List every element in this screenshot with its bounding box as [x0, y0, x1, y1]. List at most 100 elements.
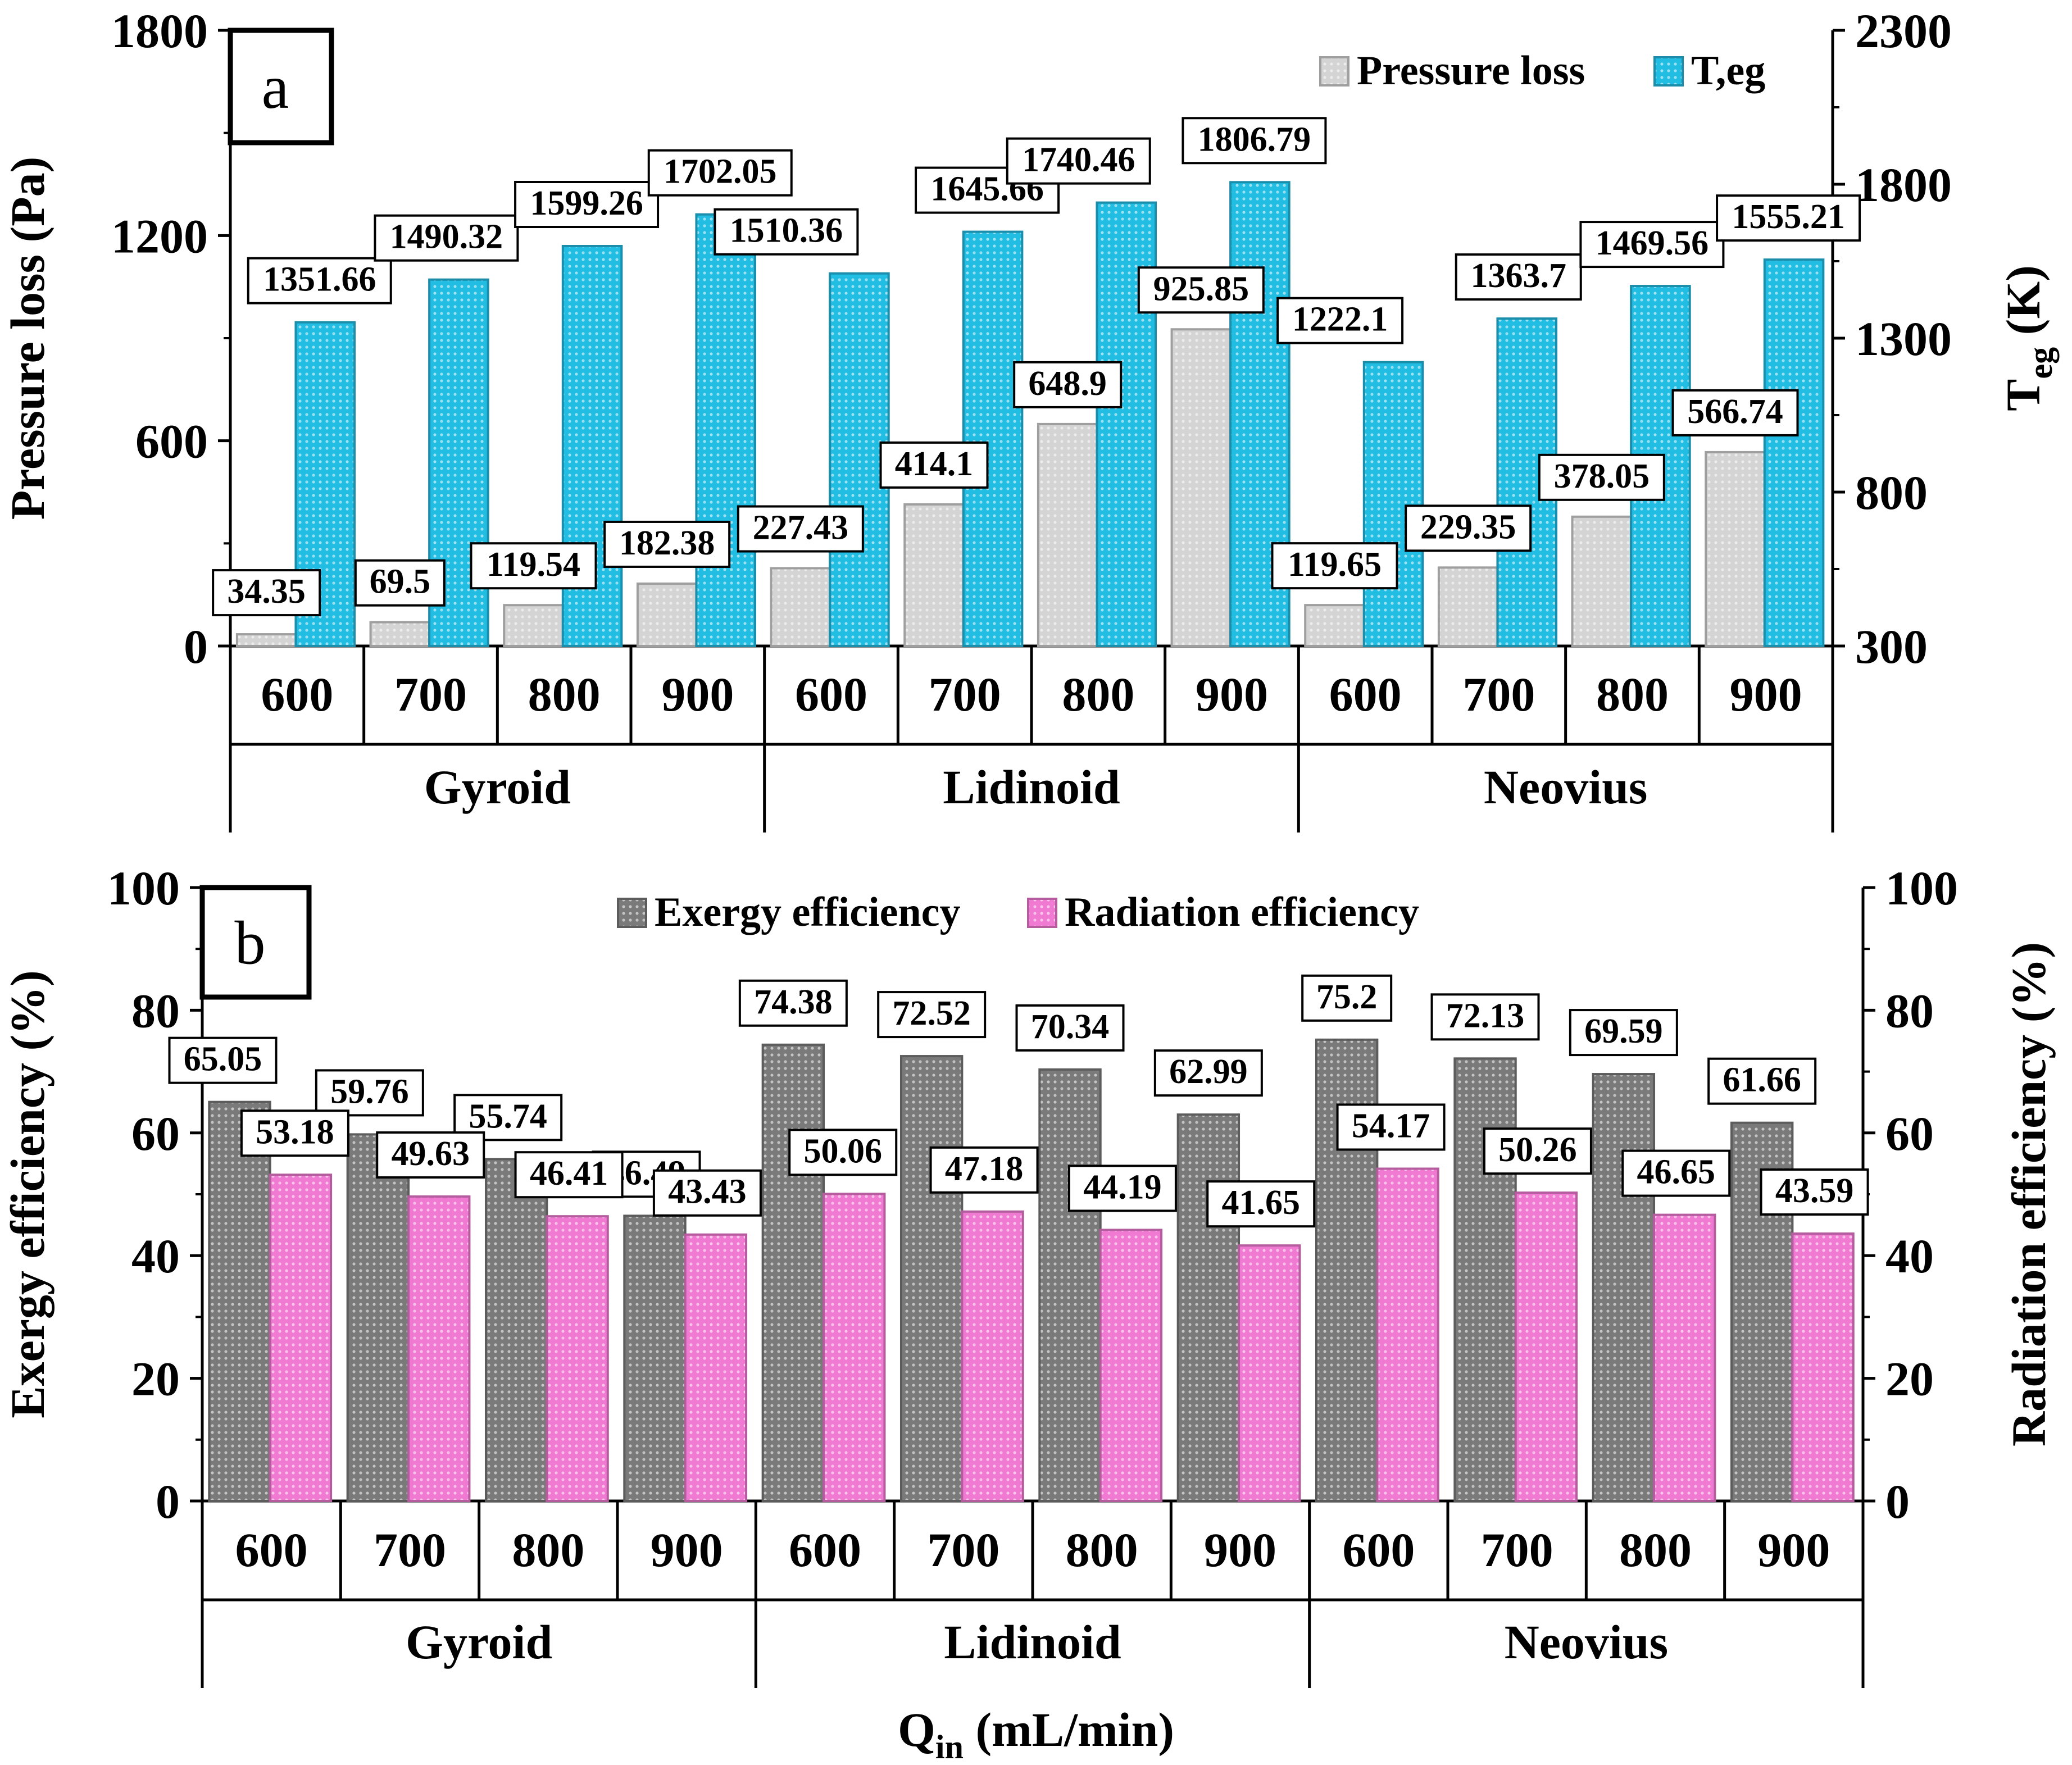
- bar-exergy-efficiency: [761, 1043, 825, 1502]
- data-label: 47.18: [929, 1146, 1039, 1194]
- data-label-box: [1671, 389, 1799, 436]
- right-tick-label: 800: [1855, 466, 1928, 520]
- category-label: 800: [512, 1523, 584, 1577]
- data-label-box: [1137, 266, 1265, 314]
- left-tick-label: 20: [131, 1352, 180, 1406]
- data-label: 69.5: [354, 559, 446, 607]
- left-tick-label: 0: [184, 620, 208, 674]
- category-label: 900: [1196, 667, 1268, 721]
- category-label: 600: [789, 1523, 861, 1577]
- bar-pressure-loss: [503, 604, 564, 647]
- data-label-box: [1621, 1149, 1731, 1197]
- data-label-box: [647, 149, 793, 197]
- data-label-text: 50.26: [1498, 1131, 1577, 1169]
- data-label-box: [1301, 974, 1393, 1022]
- bar-radiation-efficiency: [546, 1215, 609, 1503]
- data-label-box: [652, 1169, 762, 1217]
- category-label: 900: [1204, 1523, 1276, 1577]
- data-label: 46.65: [1621, 1149, 1731, 1197]
- x-axis-title: Qin (mL/min): [898, 1703, 1174, 1765]
- data-label: 49.63: [376, 1131, 485, 1179]
- bar-pressure-loss: [1037, 422, 1098, 648]
- data-label: 1469.56: [1579, 221, 1725, 269]
- data-label: 74.38: [738, 979, 848, 1027]
- left-axis-title: Pressure loss (Pa): [1, 157, 54, 520]
- data-label-box: [1182, 117, 1327, 165]
- data-label-text: 61.66: [1723, 1061, 1801, 1099]
- data-label-box: [168, 1036, 278, 1084]
- category-label: 600: [235, 1523, 308, 1577]
- data-label-box: [1153, 1049, 1263, 1097]
- data-label-text: 1806.79: [1198, 120, 1311, 158]
- data-label: 1363.7: [1455, 253, 1582, 301]
- bar-exergy-efficiency: [1453, 1057, 1517, 1503]
- data-label-box: [1206, 1180, 1316, 1228]
- data-label-box: [1015, 1004, 1125, 1052]
- data-label-text: 44.19: [1083, 1168, 1162, 1206]
- category-label: 600: [261, 667, 333, 721]
- data-label: 59.76: [315, 1069, 424, 1117]
- bar-pressure-loss: [1571, 515, 1633, 648]
- bar-pressure-loss: [903, 503, 965, 648]
- category-label: 600: [1329, 667, 1402, 721]
- bar-radiation-efficiency: [1376, 1167, 1439, 1502]
- category-label: 800: [1066, 1523, 1138, 1577]
- data-label-text: 43.59: [1775, 1172, 1854, 1210]
- bar-radiation-efficiency: [684, 1233, 748, 1502]
- data-label-text: 229.35: [1420, 508, 1516, 546]
- data-label-text: 1510.36: [730, 212, 843, 250]
- data-label-text: 34.35: [227, 572, 306, 611]
- data-label-box: [879, 441, 989, 489]
- bar-t-eg: [1362, 361, 1424, 647]
- data-label-text: 1702.05: [664, 153, 777, 191]
- category-label: 900: [1757, 1523, 1830, 1577]
- data-label-text: 72.52: [892, 994, 971, 1032]
- data-label-text: 75.2: [1316, 978, 1378, 1016]
- bar-radiation-efficiency: [1791, 1232, 1855, 1503]
- bar-pressure-loss: [770, 567, 831, 647]
- group-label: Gyroid: [424, 760, 571, 814]
- category-label: 800: [1619, 1523, 1692, 1577]
- right-tick-label: 60: [1885, 1107, 1934, 1161]
- category-label: 900: [661, 667, 734, 721]
- right-tick-label: 2300: [1855, 4, 1952, 58]
- x-axis-title-main: Q: [898, 1703, 935, 1757]
- data-label-text: 43.43: [668, 1173, 747, 1211]
- bar-radiation-efficiency: [1514, 1191, 1578, 1503]
- right-tick-label: 1800: [1855, 158, 1952, 212]
- data-label: 43.43: [652, 1169, 762, 1217]
- bar-t-eg: [1763, 258, 1825, 648]
- group-label: Neovius: [1484, 760, 1647, 814]
- group-label: Lidinoid: [944, 1615, 1121, 1669]
- data-label: 227.43: [737, 505, 864, 553]
- left-tick-label: 1200: [111, 209, 208, 263]
- legend-item: Radiation efficiency: [1027, 889, 1419, 935]
- bar-pressure-loss: [1705, 451, 1766, 648]
- bar-pressure-loss: [1170, 328, 1232, 647]
- data-label-text: 74.38: [754, 983, 833, 1021]
- data-label-box: [738, 979, 848, 1027]
- data-label-text: 1599.26: [530, 184, 643, 222]
- data-label-text: 41.65: [1221, 1184, 1300, 1222]
- data-label-text: 62.99: [1169, 1053, 1248, 1091]
- bar-exergy-efficiency: [484, 1158, 548, 1502]
- data-label: 70.34: [1015, 1004, 1125, 1052]
- bar-radiation-efficiency: [1653, 1213, 1716, 1503]
- group-label: Neovius: [1505, 1615, 1668, 1669]
- data-label: 41.65: [1206, 1180, 1316, 1228]
- data-label: 414.1: [879, 441, 989, 489]
- left-tick-label: 100: [107, 861, 180, 915]
- bar-exergy-efficiency: [208, 1100, 271, 1503]
- data-label-text: 46.41: [530, 1154, 608, 1193]
- bar-exergy-efficiency: [1038, 1068, 1102, 1502]
- data-label-text: 1363.7: [1470, 257, 1566, 295]
- panel-b: 0 20 40 60 80 100 0 20 40 60 80 100 Exergy efficienc…: [1, 861, 2056, 1688]
- data-label: 182.38: [603, 520, 731, 568]
- data-label-text: 1469.56: [1596, 224, 1709, 262]
- bar-pressure-loss: [1304, 604, 1365, 648]
- data-label-box: [1067, 1164, 1177, 1212]
- data-label-text: 1740.46: [1022, 141, 1135, 179]
- data-label-box: [737, 505, 864, 553]
- data-label: 69.59: [1569, 1009, 1678, 1057]
- category-label: 700: [1462, 667, 1535, 721]
